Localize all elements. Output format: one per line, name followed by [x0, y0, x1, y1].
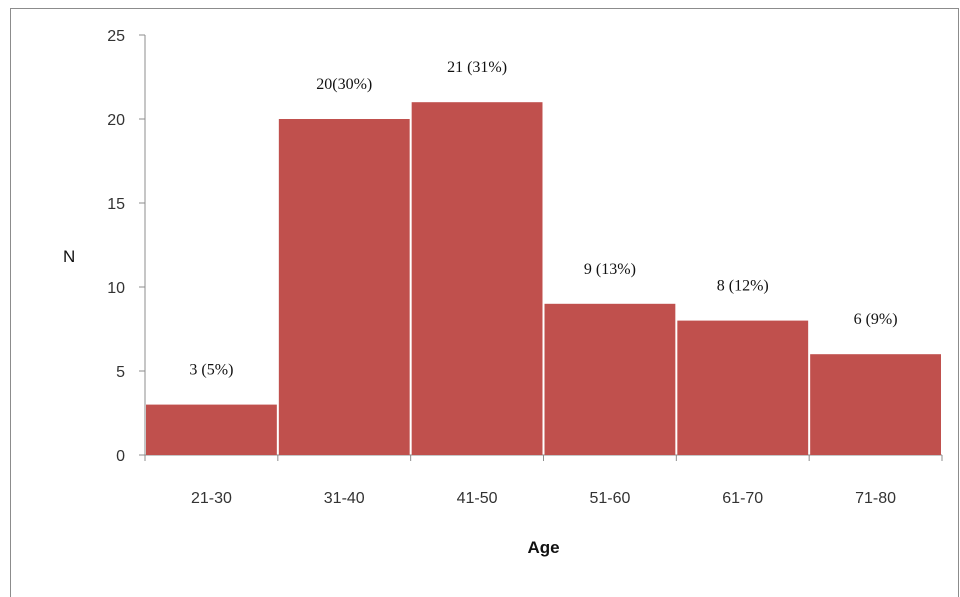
y-tick-label: 15	[107, 196, 125, 213]
bar	[278, 119, 410, 455]
y-axis-title: N	[63, 247, 75, 266]
y-tick-label: 5	[116, 364, 125, 381]
y-tick-label: 20	[107, 112, 125, 129]
data-label: 9 (13%)	[584, 261, 636, 278]
x-tick-label: 31-40	[324, 490, 365, 507]
bars	[146, 102, 941, 455]
data-labels: 3 (5%) 20(30%) 21 (31%) 9 (13%) 8 (12%) 6 (9%…	[189, 59, 897, 378]
y-tick-label: 10	[107, 280, 125, 297]
x-tick-label: 41-50	[457, 490, 498, 507]
y-axis: 0 5 10 15 20 25	[107, 28, 146, 465]
x-tick-label: 21-30	[191, 490, 232, 507]
data-label: 20(30%)	[316, 76, 372, 93]
data-label: 21 (31%)	[447, 59, 507, 76]
x-axis: 21-30 31-40 41-50 51-60 61-70 71-80	[144, 454, 943, 507]
y-tick-label: 0	[116, 448, 125, 465]
x-tick-label: 61-70	[722, 490, 763, 507]
bar	[677, 320, 809, 455]
data-label: 6 (9%)	[854, 311, 898, 328]
data-label: 8 (12%)	[717, 278, 769, 295]
x-tick-label: 71-80	[855, 490, 896, 507]
x-tick-label: 51-60	[589, 490, 630, 507]
bar	[146, 404, 277, 455]
y-tick-label: 25	[107, 28, 125, 45]
chart-frame	[10, 8, 959, 597]
bar	[544, 303, 676, 455]
x-axis-title: Age	[527, 538, 559, 557]
bar	[810, 354, 941, 455]
data-label: 3 (5%)	[189, 362, 233, 379]
bar	[411, 102, 543, 455]
